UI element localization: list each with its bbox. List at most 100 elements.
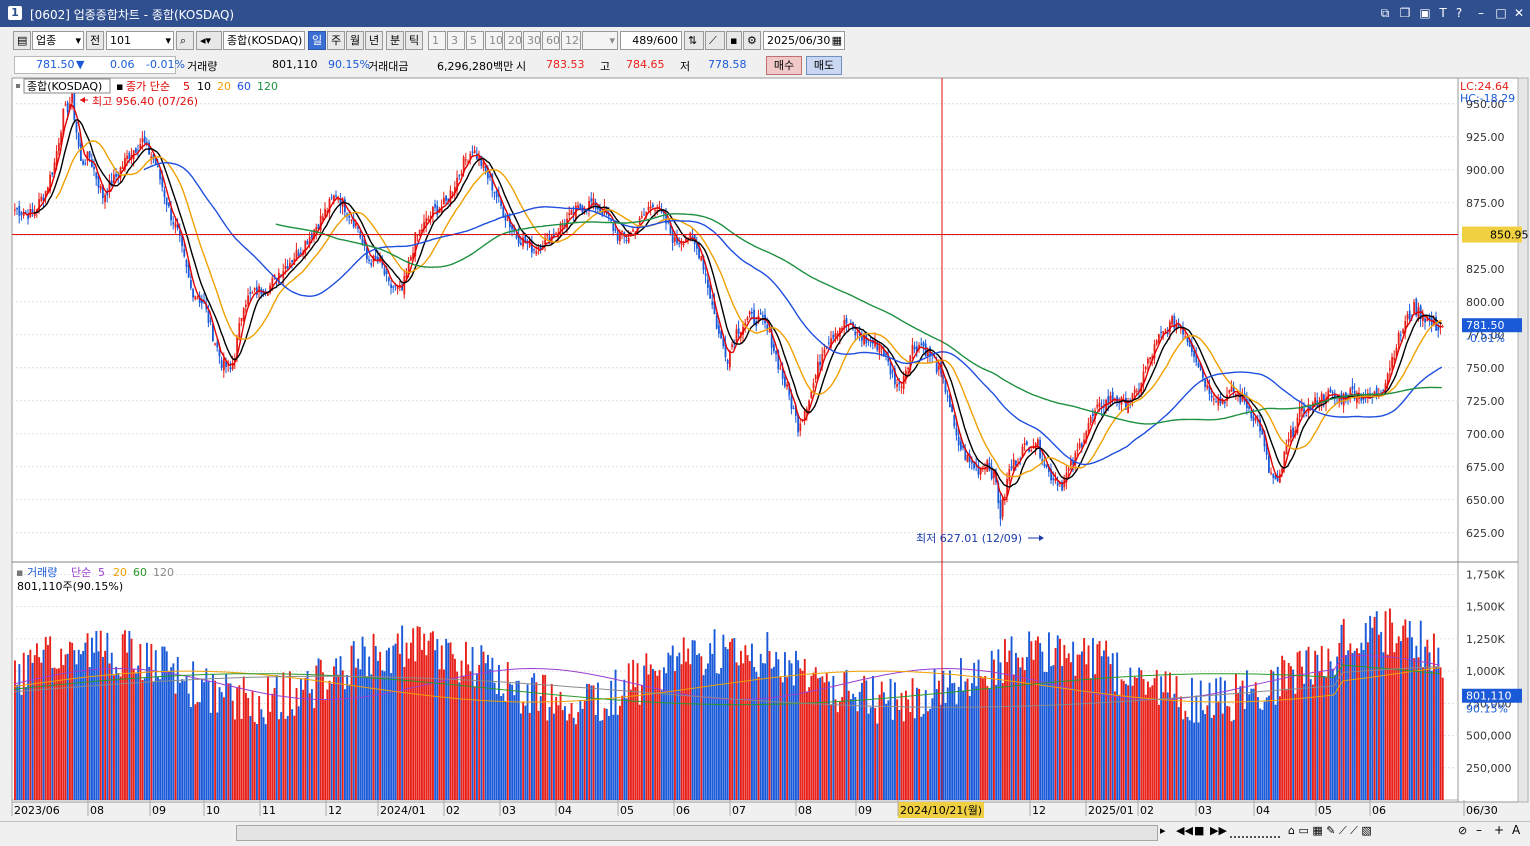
minute-1-button[interactable]: 1 bbox=[428, 31, 446, 50]
volume-bar bbox=[25, 687, 27, 800]
volume-bar bbox=[247, 697, 250, 800]
candle-body bbox=[1083, 439, 1085, 444]
volume-bar bbox=[225, 674, 228, 800]
candle-body bbox=[869, 341, 872, 344]
minute-120-button[interactable]: 120 bbox=[561, 31, 581, 50]
gear-icon[interactable]: ⚙ bbox=[743, 31, 761, 50]
volume-bar bbox=[1164, 671, 1167, 800]
market-select[interactable]: 업종 ▾ bbox=[32, 31, 84, 50]
volume-bar bbox=[190, 707, 192, 800]
minute-60-button[interactable]: 60 bbox=[542, 31, 560, 50]
minimize-icon[interactable]: – bbox=[1478, 6, 1484, 20]
buy-button[interactable]: 매수 bbox=[766, 56, 802, 75]
period-week-button[interactable]: 주 bbox=[327, 31, 345, 50]
candle-body bbox=[533, 249, 535, 251]
volume-bar bbox=[770, 668, 773, 800]
volume-bar bbox=[1369, 615, 1372, 800]
volume-bar bbox=[751, 643, 753, 800]
code-input[interactable]: 101 ▾ bbox=[106, 31, 174, 50]
date-input[interactable]: 2025/06/30 ▦ bbox=[763, 31, 845, 50]
date-tick-label: 10 bbox=[206, 804, 220, 817]
minute-5-button[interactable]: 5 bbox=[466, 31, 484, 50]
candle-body bbox=[880, 347, 883, 349]
rewind-icon[interactable]: ◀◀ bbox=[1176, 824, 1193, 837]
minute-3-button[interactable]: 3 bbox=[447, 31, 465, 50]
reset-icon[interactable]: ⊘ bbox=[1458, 824, 1468, 837]
date-input-value: 2025/06/30 bbox=[767, 34, 831, 47]
font-icon[interactable]: T bbox=[1439, 6, 1447, 20]
period-minute-button[interactable]: 분 bbox=[386, 31, 404, 50]
candle-body bbox=[907, 367, 909, 370]
fast-forward-icon[interactable]: ▶▶ bbox=[1210, 824, 1227, 837]
count-field[interactable]: 489/600 bbox=[620, 31, 682, 50]
candle-body bbox=[465, 159, 467, 161]
candle-body bbox=[77, 133, 80, 147]
link-icon[interactable]: ⧉ bbox=[1380, 6, 1390, 20]
compare-icon[interactable]: ⇅ bbox=[684, 31, 704, 50]
sell-button[interactable]: 매도 bbox=[806, 56, 842, 75]
volume-bar bbox=[392, 645, 395, 800]
candle-body bbox=[84, 163, 87, 165]
candle-body bbox=[999, 500, 1002, 520]
vertical-scrollbar[interactable] bbox=[1517, 77, 1529, 803]
candle-body bbox=[949, 394, 951, 408]
new-window-icon[interactable]: ❐ bbox=[1399, 6, 1411, 20]
minute-custom-select[interactable]: ▾ bbox=[582, 31, 618, 50]
volume-bar bbox=[938, 680, 940, 800]
price-tick-label: 925.00 bbox=[1466, 131, 1505, 144]
volume-bar bbox=[264, 724, 267, 800]
horizontal-scrollbar[interactable] bbox=[236, 825, 1158, 841]
candle-body bbox=[1296, 417, 1299, 433]
help-icon[interactable]: ? bbox=[1455, 6, 1463, 20]
tool-icons[interactable]: ⌂ ▭ ▦ ✎ ⟋ ⟋ ▧ bbox=[1288, 824, 1372, 837]
candle-body bbox=[546, 234, 549, 237]
trend-icon[interactable]: ⟋ bbox=[705, 31, 725, 50]
speed-slider[interactable] bbox=[1230, 826, 1280, 838]
stop-icon[interactable]: ■ bbox=[1194, 824, 1205, 837]
menu-icon[interactable]: ▤ bbox=[13, 31, 31, 50]
period-day-button[interactable]: 일 bbox=[308, 31, 326, 50]
close-icon[interactable]: ✕ bbox=[1513, 6, 1525, 20]
speaker-icon[interactable]: ◂▾ bbox=[196, 31, 222, 50]
volume-bar bbox=[1133, 676, 1136, 800]
volume-bar bbox=[1373, 616, 1376, 800]
volume-bar bbox=[988, 688, 991, 800]
candle-body bbox=[1272, 473, 1275, 478]
volume-bar bbox=[216, 712, 219, 800]
volume-bar bbox=[304, 677, 307, 800]
minute-10-button[interactable]: 10 bbox=[485, 31, 503, 50]
copy-icon[interactable]: ▣ bbox=[1419, 6, 1431, 20]
period-year-button[interactable]: 년 bbox=[365, 31, 383, 50]
zoom-in-icon[interactable]: + bbox=[1494, 823, 1505, 837]
chart-area[interactable]: 625.00650.00675.00700.00725.00750.00775.… bbox=[0, 76, 1530, 821]
minute-20-button[interactable]: 20 bbox=[504, 31, 522, 50]
save-icon[interactable]: ▪ bbox=[726, 31, 742, 50]
candle-body bbox=[1375, 387, 1378, 395]
volume-bar bbox=[267, 676, 269, 800]
auto-scale-icon[interactable]: A bbox=[1512, 823, 1521, 837]
scroll-right-icon[interactable]: ▸ bbox=[1160, 824, 1166, 837]
volume-bar bbox=[381, 670, 384, 800]
chevron-down-icon: ▾ bbox=[165, 34, 171, 47]
search-icon[interactable]: ⌕ bbox=[176, 31, 194, 50]
volume-bar bbox=[665, 673, 668, 800]
volume-bar bbox=[73, 650, 76, 800]
period-tick-button[interactable]: 틱 bbox=[405, 31, 423, 50]
volume-bar bbox=[531, 677, 533, 800]
candle-body bbox=[271, 278, 274, 287]
prev-button[interactable]: 전 bbox=[86, 31, 104, 50]
volume-bar bbox=[515, 680, 518, 800]
candle-body bbox=[456, 177, 458, 191]
volume-bar bbox=[1109, 664, 1112, 800]
candle-body bbox=[1413, 302, 1415, 314]
volume-bar bbox=[957, 686, 960, 800]
candle-body bbox=[306, 241, 309, 245]
volume-bar bbox=[436, 639, 439, 800]
volume-bar bbox=[1215, 678, 1218, 800]
period-month-button[interactable]: 월 bbox=[346, 31, 364, 50]
candle-body bbox=[1408, 310, 1411, 320]
volume-bar bbox=[170, 667, 173, 800]
maximize-icon[interactable]: □ bbox=[1495, 6, 1507, 20]
minute-30-button[interactable]: 30 bbox=[523, 31, 541, 50]
zoom-out-icon[interactable]: – bbox=[1476, 823, 1482, 837]
